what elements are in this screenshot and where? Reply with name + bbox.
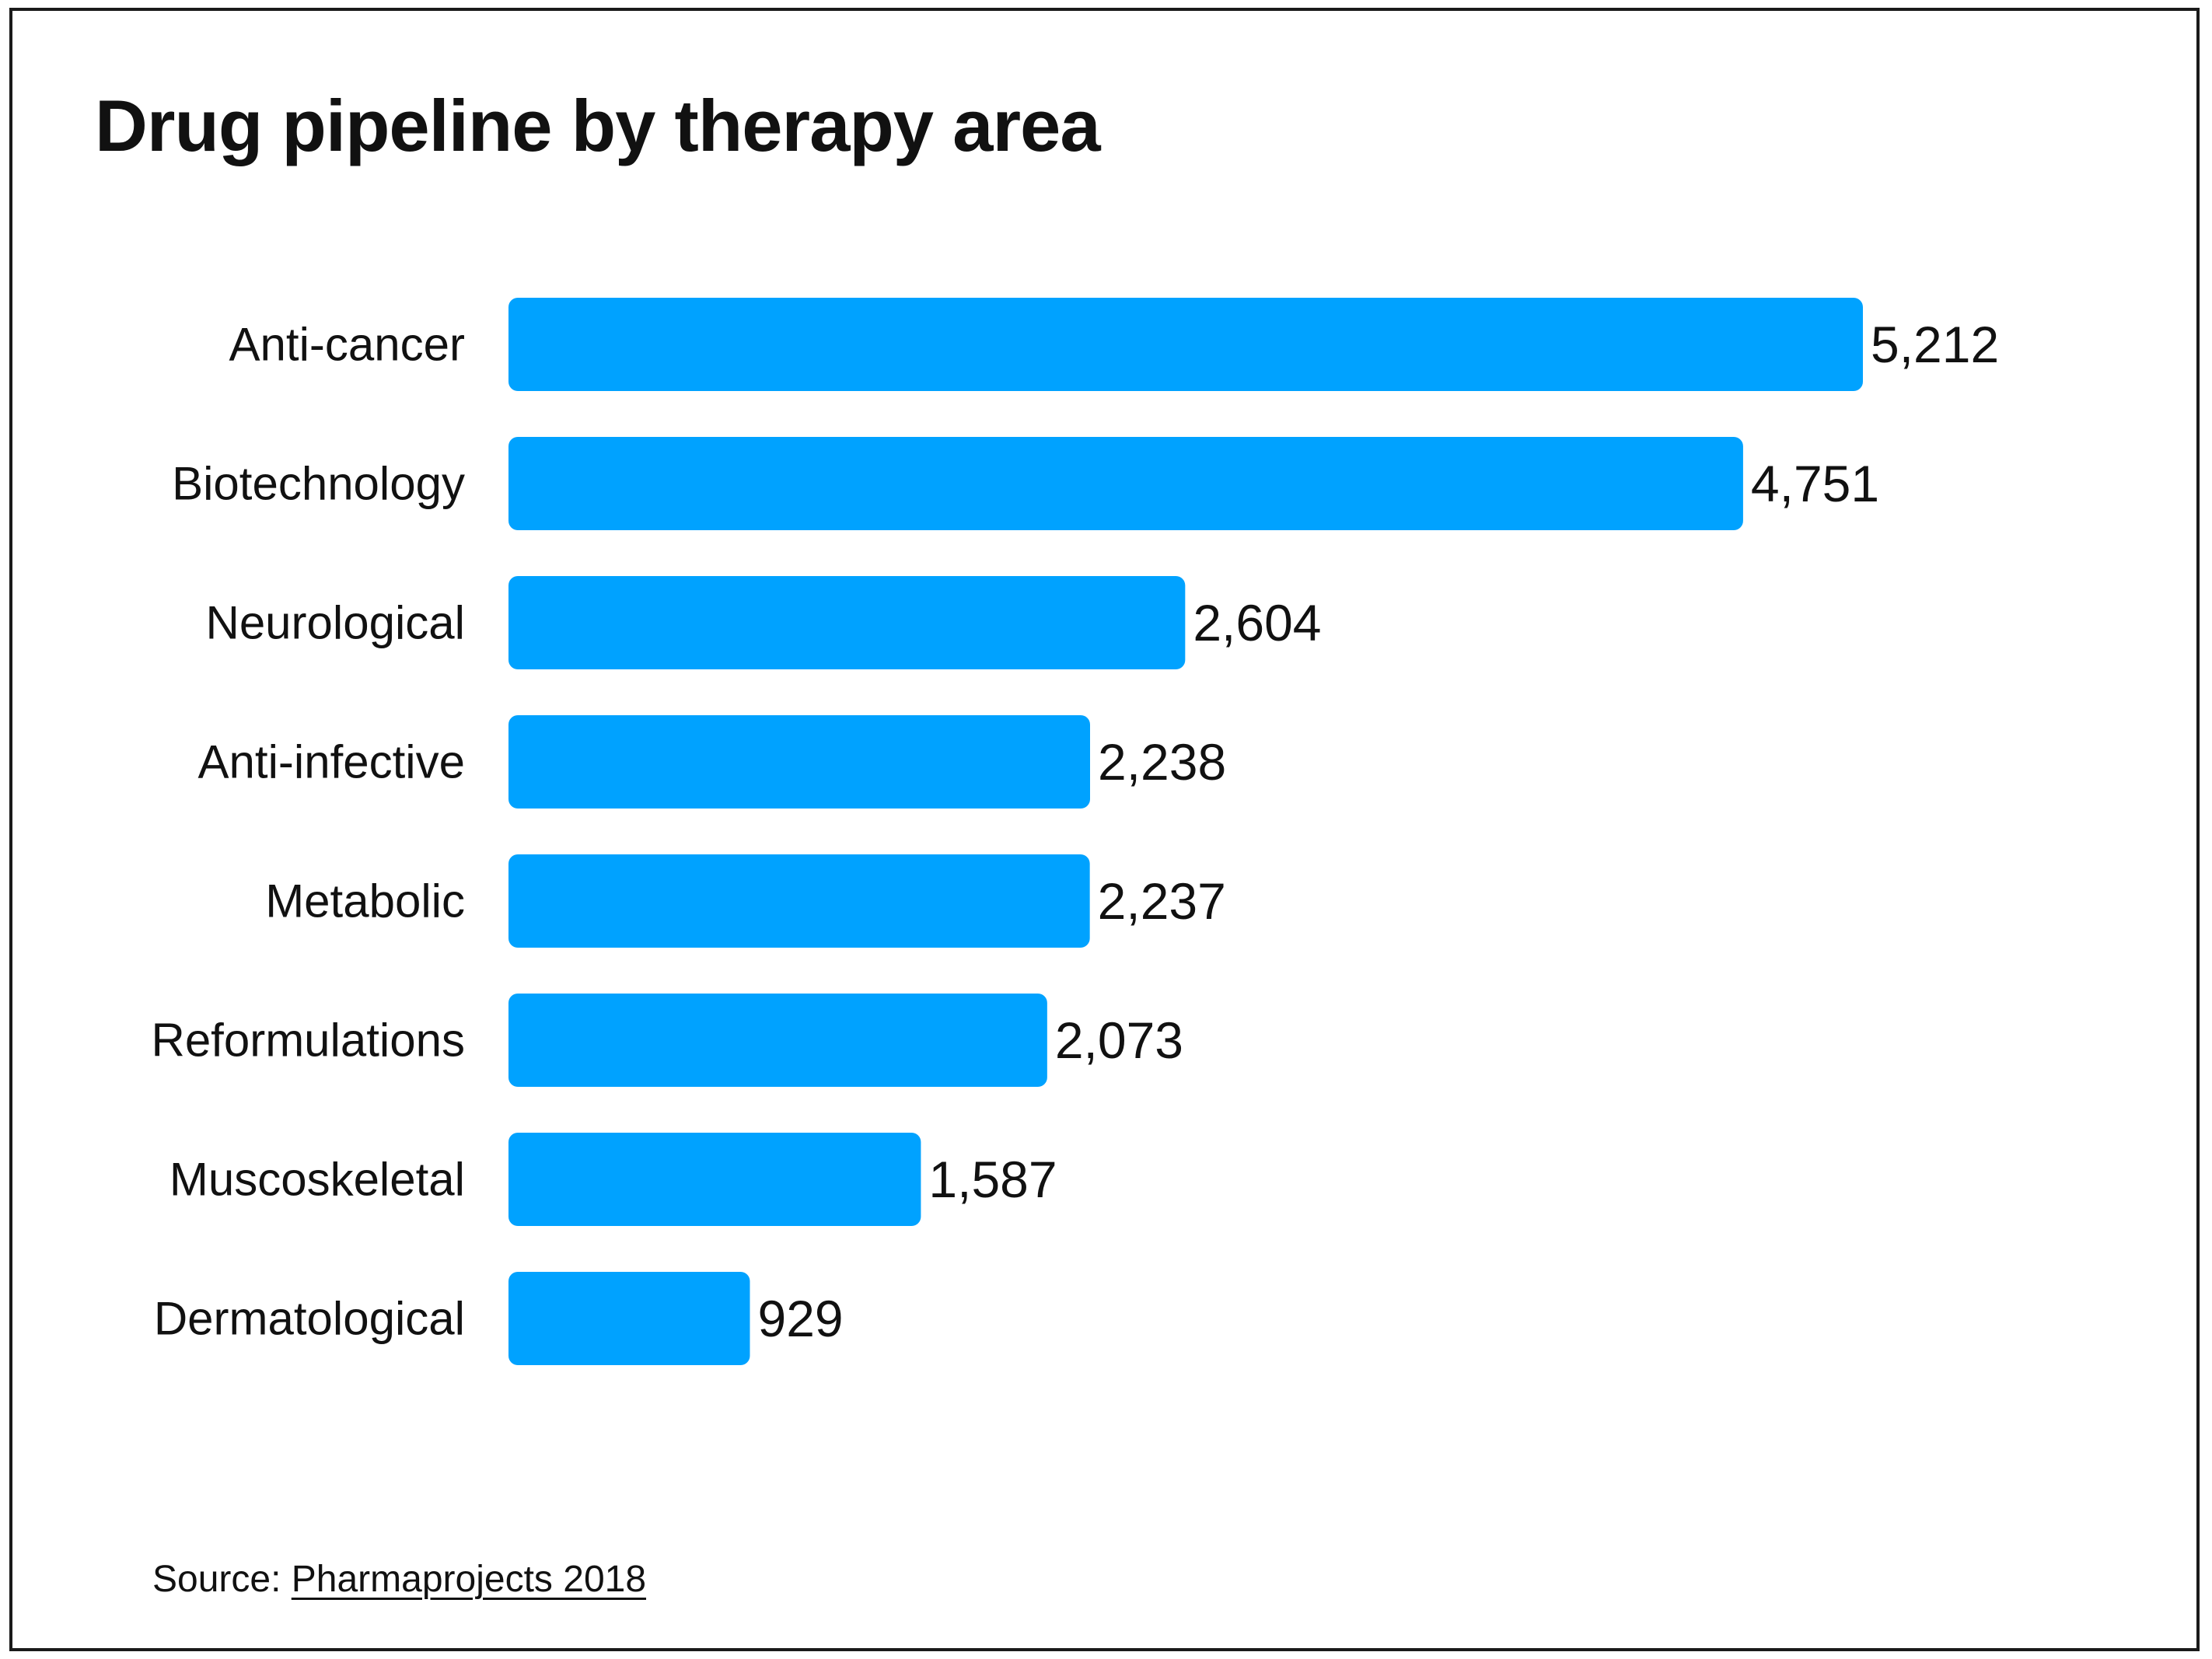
value-label: 929 (757, 1290, 843, 1347)
bar-reformulations (508, 994, 1047, 1087)
category-label: Metabolic (265, 875, 465, 927)
value-label: 2,237 (1098, 872, 1226, 930)
category-label: Dermatological (154, 1293, 465, 1345)
bar-muscoskeletal (508, 1133, 921, 1226)
category-label: Biotechnology (172, 458, 465, 510)
category-label: Anti-infective (198, 736, 465, 788)
value-label: 1,587 (928, 1151, 1057, 1208)
value-label: 2,238 (1098, 733, 1226, 791)
bar-metabolic (508, 854, 1090, 948)
bar-dermatological (508, 1272, 750, 1365)
bar-biotechnology (508, 437, 1743, 530)
category-label: Neurological (205, 597, 465, 649)
bar-neurological (508, 576, 1185, 669)
value-label: 2,604 (1193, 594, 1321, 651)
value-label: 2,073 (1055, 1011, 1183, 1069)
bar-anti-infective (508, 715, 1090, 809)
category-label: Reformulations (151, 1015, 465, 1067)
category-label: Anti-cancer (229, 319, 465, 371)
bar-chart: Anti-cancer 5,212 Biotechnology 4,751 Neurol… (0, 0, 2212, 1659)
value-label: 5,212 (1871, 316, 1999, 373)
source-link[interactable]: Pharmaprojects 2018 (292, 1559, 646, 1600)
source-note: Source: Pharmaprojects 2018 (152, 1558, 646, 1601)
bar-anti-cancer (508, 298, 1863, 391)
category-label: Muscoskeletal (169, 1154, 465, 1206)
source-prefix: Source: (152, 1559, 292, 1600)
value-label: 4,751 (1751, 455, 1879, 512)
